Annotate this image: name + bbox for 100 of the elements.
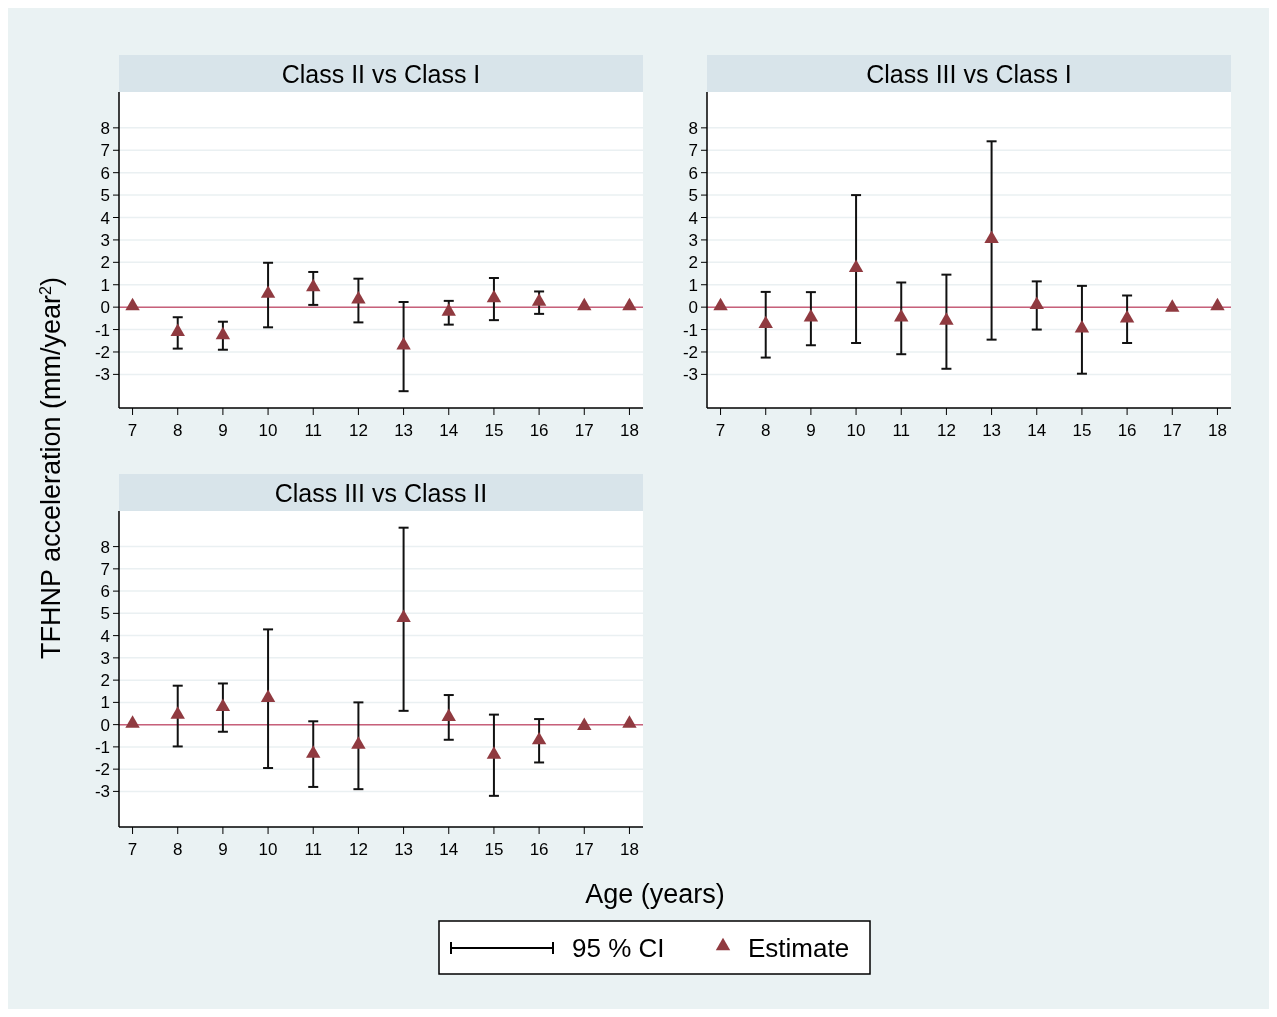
point	[531, 293, 547, 306]
point	[531, 731, 547, 745]
y-tick-label: 0	[100, 298, 110, 318]
point	[441, 708, 456, 722]
point	[260, 285, 276, 298]
y-tick-label: 2	[100, 671, 110, 691]
x-tick-label: 12	[936, 421, 956, 440]
x-tick-label: 11	[304, 421, 323, 440]
x-tick-label: 14	[439, 840, 459, 859]
y-tick-label: 1	[100, 275, 110, 295]
point	[894, 308, 909, 322]
x-tick-label: 9	[218, 421, 228, 440]
x-tick-label: 8	[172, 421, 183, 440]
y-tick-label: 4	[100, 626, 110, 646]
x-tick-label: 18	[1207, 421, 1227, 440]
y-tick-label: 5	[688, 186, 698, 206]
y-tick-label: -3	[94, 782, 110, 802]
point	[170, 706, 185, 719]
point	[577, 717, 592, 730]
y-tick-label: -2	[94, 760, 110, 780]
y-tick-label: 0	[688, 298, 698, 318]
x-tick-label: 17	[1162, 421, 1182, 440]
y-tick-label: 7	[100, 559, 110, 579]
y-tick-label: 5	[100, 186, 110, 206]
y-tick-label: 1	[100, 693, 110, 713]
y-tick-label: 5	[100, 604, 110, 624]
x-tick-label: 15	[1072, 421, 1092, 440]
y-tick-label: -1	[94, 737, 110, 757]
y-tick-label: 2	[100, 253, 110, 273]
x-tick-label: 16	[529, 421, 549, 440]
point	[396, 609, 411, 622]
point	[351, 736, 366, 749]
y-tick-label: -1	[682, 320, 698, 340]
point	[260, 689, 276, 703]
y-tick-label: 3	[688, 230, 698, 250]
y-tick-label: -2	[682, 342, 698, 362]
y-tick-label: 7	[100, 141, 110, 161]
point	[125, 715, 140, 728]
point	[577, 297, 592, 311]
point	[713, 297, 728, 311]
x-axis-title: Age (years)	[585, 879, 725, 909]
x-tick-label: 8	[172, 840, 183, 859]
x-tick-label: 8	[760, 421, 771, 440]
x-tick-label: 9	[218, 840, 228, 859]
point	[803, 308, 819, 322]
x-tick-label: 11	[892, 421, 911, 440]
x-tick-label: 16	[1117, 421, 1137, 440]
x-tick-label: 13	[394, 421, 414, 440]
chart-title: Class II vs Class I	[281, 59, 481, 88]
y-tick-label: 4	[688, 208, 698, 228]
y-tick-label: 6	[688, 163, 698, 183]
x-tick-label: 7	[715, 421, 726, 440]
y-tick-label: 0	[100, 715, 110, 735]
point	[306, 745, 321, 758]
x-tick-label: 7	[127, 421, 138, 440]
point	[486, 746, 502, 759]
y-tick-label: 6	[100, 582, 110, 602]
point	[1029, 296, 1044, 310]
chart-title: Class III vs Class II	[274, 478, 488, 507]
x-tick-label: 16	[529, 840, 549, 859]
x-tick-label: 18	[619, 421, 639, 440]
x-tick-label: 18	[619, 840, 639, 859]
legend-label: Estimate	[748, 933, 850, 963]
y-tick-label: 3	[100, 230, 110, 250]
y-tick-label: -2	[94, 342, 110, 362]
y-tick-label: 3	[100, 648, 110, 668]
x-tick-label: 14	[439, 421, 459, 440]
point	[758, 315, 773, 329]
x-tick-label: 15	[484, 421, 504, 440]
y-tick-label: 4	[100, 208, 110, 228]
x-tick-label: 10	[258, 840, 278, 859]
x-tick-label: 14	[1027, 421, 1047, 440]
y-tick-label: 1	[688, 275, 698, 295]
point	[848, 259, 864, 273]
point	[351, 290, 366, 304]
y-tick-label: 8	[688, 118, 698, 138]
x-tick-label: 9	[806, 421, 816, 440]
point	[396, 336, 411, 350]
point	[125, 297, 140, 311]
x-tick-label: 17	[574, 840, 594, 859]
point	[306, 278, 321, 292]
x-tick-label: 12	[348, 840, 368, 859]
point	[170, 323, 185, 336]
point	[939, 312, 954, 325]
point	[984, 230, 999, 243]
x-tick-label: 17	[574, 421, 594, 440]
point	[215, 326, 231, 340]
point	[1074, 320, 1090, 333]
point	[441, 303, 456, 316]
y-tick-label: -3	[94, 365, 110, 385]
y-tick-label: 8	[100, 537, 110, 557]
chart-title: Class III vs Class I	[866, 59, 1072, 88]
y-tick-label: -3	[682, 365, 698, 385]
x-tick-label: 10	[258, 421, 278, 440]
x-tick-label: 13	[982, 421, 1002, 440]
y-tick-label: 2	[688, 253, 698, 273]
point	[215, 698, 231, 711]
point	[1119, 310, 1135, 323]
y-tick-label: 8	[100, 118, 110, 138]
y-tick-label: -1	[94, 320, 110, 340]
